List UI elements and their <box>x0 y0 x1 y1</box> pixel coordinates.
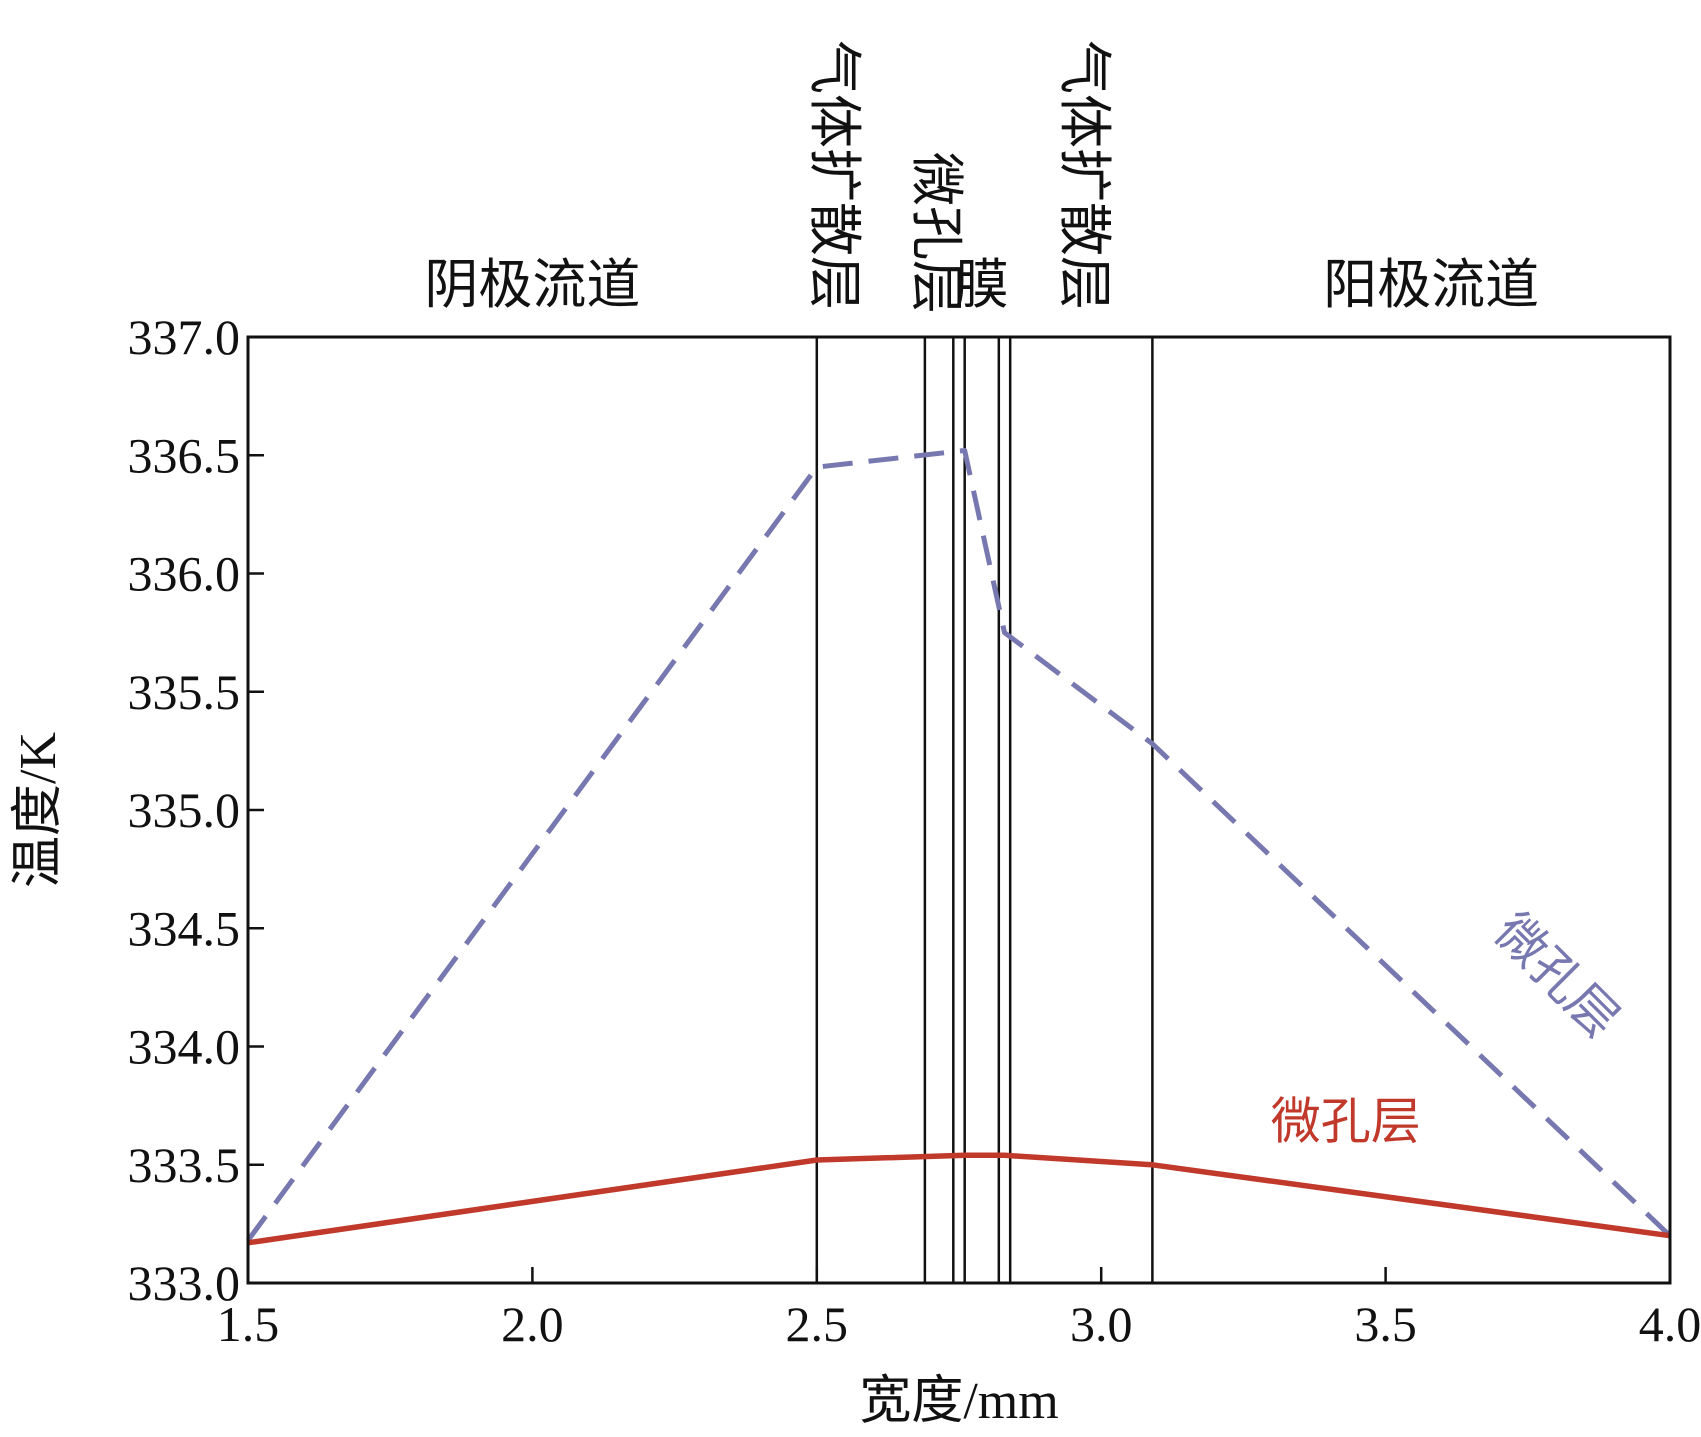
x-tick-label: 4.0 <box>1639 1296 1701 1352</box>
axis-ticks <box>246 335 1672 1285</box>
dashed-series-line <box>245 448 1672 1242</box>
y-tick-label: 333.5 <box>128 1137 241 1193</box>
region-label-vertical: 气体扩散层 <box>1054 40 1114 310</box>
x-tick-label: 2.0 <box>501 1296 564 1352</box>
region-label: 阳极流道 <box>1323 255 1539 315</box>
y-tick-label: 334.0 <box>128 1019 241 1075</box>
region-label: 微孔层 <box>906 152 966 314</box>
region-label: 阴极流道 <box>424 255 640 315</box>
series-annotation: 微孔层 <box>1271 1094 1421 1150</box>
y-tick-label: 335.5 <box>128 664 241 720</box>
y-tick-label: 337.0 <box>128 309 241 365</box>
y-tick-label: 336.0 <box>128 546 241 602</box>
axis-tick-labels: 1.5 2.0 2.5 3.0 3.5 4.0 333.0 333.5 334.0 334.5 33… <box>128 309 1701 1352</box>
x-tick-label: 3.5 <box>1354 1296 1417 1352</box>
y-tick-label: 333.0 <box>128 1255 241 1311</box>
region-label: 气体扩散层 <box>804 40 864 310</box>
region-label: 膜 <box>955 255 1009 315</box>
region-label-vertical: 微孔层 <box>906 152 966 314</box>
y-tick-label: 336.5 <box>128 427 241 483</box>
region-label: 气体扩散层 <box>1054 40 1114 310</box>
solid-series-line <box>247 1152 1671 1246</box>
x-tick-label: 3.0 <box>1070 1296 1133 1352</box>
y-tick-label: 335.0 <box>128 782 241 838</box>
y-axis-title: 温度/K <box>10 732 67 888</box>
x-tick-label: 2.5 <box>786 1296 849 1352</box>
layer-boundaries <box>815 337 1154 1283</box>
x-axis-title: 宽度/mm <box>859 1373 1058 1430</box>
region-label-vertical: 气体扩散层 <box>804 40 864 310</box>
y-tick-label: 334.5 <box>128 900 241 956</box>
x-tick-label: 1.5 <box>217 1296 280 1352</box>
